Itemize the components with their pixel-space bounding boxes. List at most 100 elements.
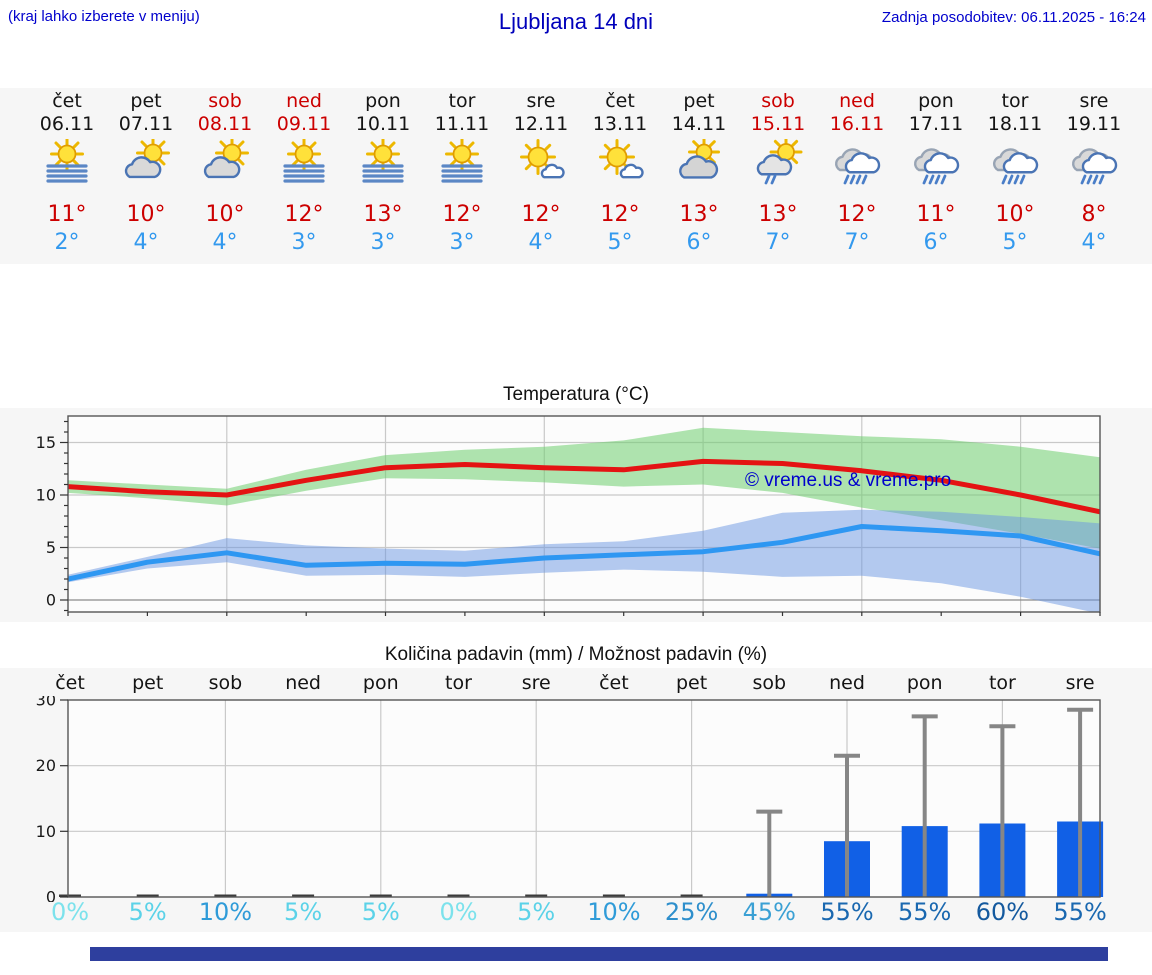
day-column: ned 16.11 12° 7°: [816, 90, 898, 256]
day-date: 08.11: [197, 113, 253, 135]
day-column: čet 13.11 12° 5°: [579, 90, 661, 256]
day-date: 18.11: [987, 113, 1043, 135]
rain-icon: [895, 136, 977, 195]
day-low-temp: 6°: [923, 230, 949, 255]
day-date: 19.11: [1066, 113, 1122, 135]
day-date: 15.11: [750, 113, 806, 135]
svg-text:10: 10: [36, 822, 56, 841]
precip-day-label: pet: [675, 672, 708, 694]
day-low-temp: 4°: [528, 230, 554, 255]
day-high-temp: 13°: [363, 202, 403, 227]
rain-icon: [1053, 136, 1135, 195]
temperature-chart-title: Temperatura (°C): [503, 384, 649, 405]
precipitation-chart-panel: čet pet sob ned pon tor sre čet pet sob ned pon tor s…: [0, 668, 1152, 932]
spacer: [0, 264, 1152, 384]
day-column: sob 15.11 13° 7°: [737, 90, 819, 256]
day-column: pet 14.11 13° 6°: [658, 90, 740, 256]
day-low-temp: 2°: [54, 230, 80, 255]
top-header: (kraj lahko izberete v meniju) Ljubljana…: [0, 0, 1152, 88]
day-column: čet 06.11 11° 2°: [26, 90, 108, 256]
bottom-bar: [90, 947, 1108, 961]
rain-icon: [816, 136, 898, 195]
cloud-sun-icon: [658, 136, 740, 195]
day-column: sob 08.11 10° 4°: [184, 90, 266, 256]
day-date: 06.11: [39, 113, 95, 135]
day-column: tor 11.11 12° 3°: [421, 90, 503, 256]
day-low-temp: 4°: [212, 230, 238, 255]
precip-probability: 60%: [975, 898, 1030, 926]
day-name: tor: [1001, 90, 1029, 112]
svg-text:10: 10: [36, 486, 56, 505]
day-date: 07.11: [118, 113, 174, 135]
day-date: 16.11: [829, 113, 885, 135]
day-column: tor 18.11 10° 5°: [974, 90, 1056, 256]
day-column: sre 12.11 12° 4°: [500, 90, 582, 256]
day-name: čet: [605, 90, 635, 112]
spacer: [0, 622, 1152, 644]
day-column: pon 17.11 11° 6°: [895, 90, 977, 256]
day-high-temp: 13°: [758, 202, 798, 227]
day-low-temp: 4°: [133, 230, 159, 255]
day-high-temp: 10°: [995, 202, 1035, 227]
day-high-temp: 12°: [442, 202, 482, 227]
precip-probability: 55%: [898, 898, 952, 926]
day-name: čet: [52, 90, 82, 112]
svg-text:15: 15: [36, 433, 56, 452]
sun-cloud-icon: [184, 136, 266, 195]
day-name: sre: [526, 90, 556, 112]
day-low-temp: 3°: [370, 230, 396, 255]
day-date: 17.11: [908, 113, 964, 135]
day-name: pon: [365, 90, 401, 112]
day-high-temp: 12°: [284, 202, 324, 227]
day-name: tor: [448, 90, 476, 112]
day-high-temp: 8°: [1081, 202, 1107, 227]
day-low-temp: 3°: [449, 230, 475, 255]
sun-fog-icon: [263, 136, 345, 195]
svg-text:0: 0: [46, 888, 56, 903]
day-high-temp: 10°: [126, 202, 166, 227]
day-high-temp: 11°: [47, 202, 87, 227]
precip-probability: 10%: [587, 898, 641, 926]
day-date: 11.11: [434, 113, 490, 135]
precip-day-label: tor: [445, 672, 472, 694]
day-name: pon: [918, 90, 954, 112]
day-high-temp: 13°: [679, 202, 719, 227]
day-name: ned: [839, 90, 875, 112]
day-high-temp: 12°: [600, 202, 640, 227]
precip-day-label: sob: [752, 672, 787, 694]
sun-small-cloud-icon: [579, 136, 661, 195]
day-column: pon 10.11 13° 3°: [342, 90, 424, 256]
precip-day-labels-row: čet pet sob ned pon tor sre čet pet sob ned pon tor s…: [0, 672, 1152, 696]
svg-text:30: 30: [36, 696, 56, 710]
precip-day-label: ned: [285, 672, 321, 694]
day-date: 10.11: [355, 113, 411, 135]
forecast-strip: čet 06.11 11° 2° pet 07.11 10° 4° sob 08.11 10° 4° n…: [0, 88, 1152, 264]
svg-text:0: 0: [46, 591, 56, 610]
day-low-temp: 7°: [765, 230, 791, 255]
svg-text:© vreme.us & vreme.pro: © vreme.us & vreme.pro: [745, 470, 951, 491]
rain-icon: [974, 136, 1056, 195]
precip-day-label: sre: [521, 672, 551, 694]
precip-probability: 5%: [128, 898, 167, 926]
day-high-temp: 10°: [205, 202, 245, 227]
sun-fog-icon: [421, 136, 503, 195]
day-date: 09.11: [276, 113, 332, 135]
precip-day-label: pon: [362, 672, 399, 694]
precip-day-label: sob: [208, 672, 243, 694]
day-name: sre: [1079, 90, 1109, 112]
day-low-temp: 7°: [844, 230, 870, 255]
precip-probability-row: 0% 5% 10% 5% 5% 0% 5% 10% 25% 45% 55% 55% 60% 55%: [0, 898, 1152, 928]
svg-text:20: 20: [36, 756, 56, 775]
sun-fog-icon: [342, 136, 424, 195]
precip-day-label: ned: [829, 672, 865, 694]
day-date: 13.11: [592, 113, 648, 135]
precip-probability: 10%: [198, 898, 253, 926]
precip-probability: 0%: [50, 898, 90, 926]
precip-probability: 45%: [742, 898, 796, 926]
precip-probability: 5%: [517, 898, 556, 926]
day-low-temp: 5°: [607, 230, 633, 255]
precip-probability: 5%: [361, 898, 400, 926]
day-high-temp: 12°: [837, 202, 877, 227]
day-column: pet 07.11 10° 4°: [105, 90, 187, 256]
